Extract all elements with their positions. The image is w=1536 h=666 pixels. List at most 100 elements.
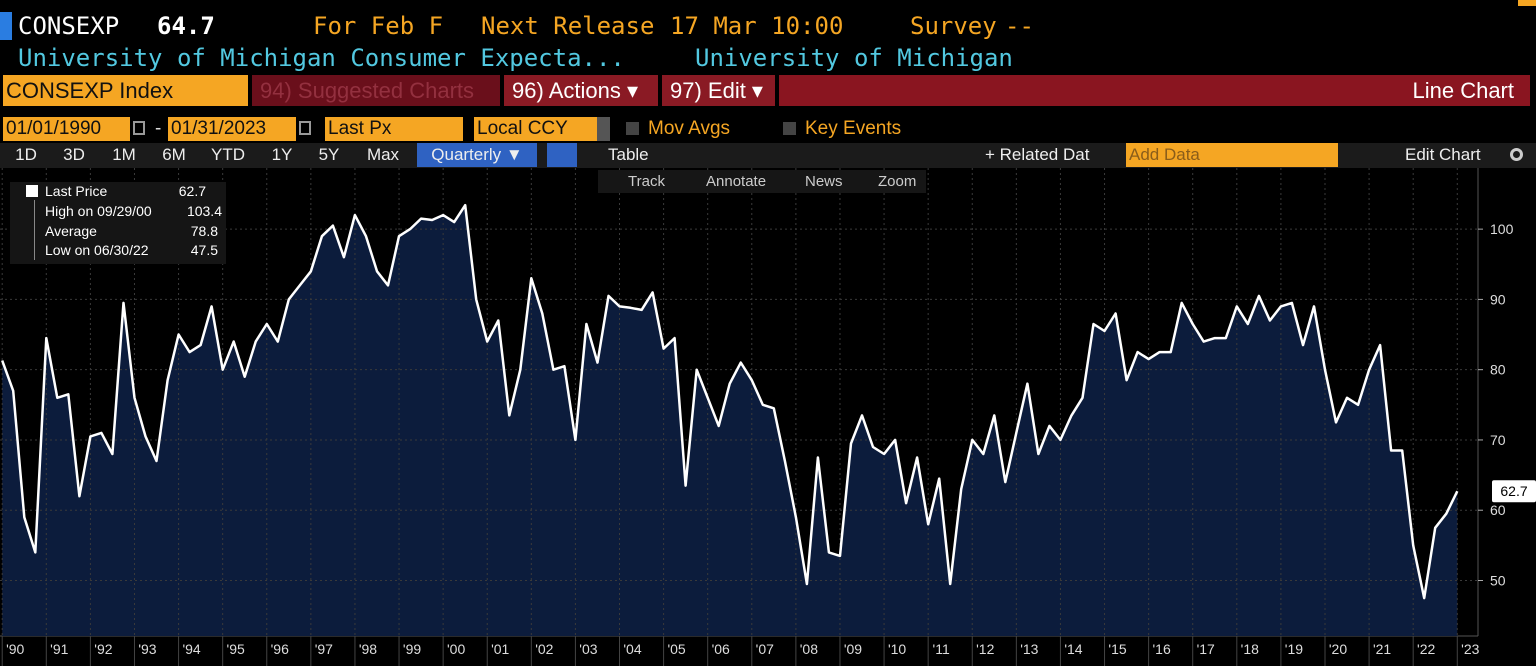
field-select[interactable]: Last Px xyxy=(325,117,463,141)
add-data-input[interactable]: Add Data xyxy=(1126,143,1338,167)
legend-value: 47.5 xyxy=(190,242,218,258)
edit-chart[interactable]: Edit Chart xyxy=(1405,145,1481,164)
period-button[interactable]: Max xyxy=(366,145,400,164)
x-tick-label: '17 xyxy=(1197,641,1215,657)
source: University of Michigan xyxy=(695,44,1013,72)
corner-tab xyxy=(1518,0,1536,6)
suggested-charts[interactable]: 94) Suggested Charts xyxy=(252,75,500,106)
period-button[interactable]: 1Y xyxy=(271,145,293,164)
date-separator: - xyxy=(155,118,162,139)
end-date[interactable]: 01/31/2023 xyxy=(168,117,296,141)
settings-icon[interactable] xyxy=(1510,148,1523,161)
y-tick-label: 50 xyxy=(1490,572,1506,588)
x-tick-label: '04 xyxy=(623,641,641,657)
release-date: 17 Mar 10:00 xyxy=(670,12,844,40)
last-value-label: 62.7 xyxy=(1500,483,1527,499)
mov-avgs[interactable]: Mov Avgs xyxy=(648,118,731,139)
calendar-icon[interactable] xyxy=(299,121,311,135)
x-tick-label: '03 xyxy=(579,641,597,657)
x-tick-label: '08 xyxy=(800,641,818,657)
legend-value: 78.8 xyxy=(190,223,218,239)
x-tick-label: '16 xyxy=(1152,641,1170,657)
x-tick-label: '22 xyxy=(1417,641,1435,657)
x-tick-label: '23 xyxy=(1461,641,1479,657)
legend: Last Price 62.7 High on 09/29/00 103.4 A… xyxy=(10,182,226,264)
frequency-select[interactable]: Quarterly ▼ xyxy=(417,143,537,167)
x-tick-label: '20 xyxy=(1329,641,1347,657)
survey-label: Survey xyxy=(910,12,997,40)
release-label: Next Release xyxy=(481,12,655,40)
x-tick-label: '93 xyxy=(138,641,156,657)
legend-swatch xyxy=(26,185,38,197)
y-tick-label: 70 xyxy=(1490,432,1506,448)
x-tick-label: '07 xyxy=(756,641,774,657)
x-tick-label: '06 xyxy=(712,641,730,657)
x-tick-label: '90 xyxy=(6,641,24,657)
last-value-tag xyxy=(1492,480,1536,503)
period-button[interactable]: YTD xyxy=(211,145,245,164)
legend-value: 62.7 xyxy=(178,183,206,199)
x-tick-label: '01 xyxy=(491,641,509,657)
legend-label: Average xyxy=(45,223,97,239)
x-tick-label: '10 xyxy=(888,641,906,657)
checkbox[interactable] xyxy=(626,122,639,135)
survey-value: -- xyxy=(1005,12,1034,40)
chart: 62.7 50 60 70 80 90 100 '90 '91 '92 '93 '94 '95 '96 '9… xyxy=(0,168,1536,666)
key-events[interactable]: Key Events xyxy=(805,118,902,139)
legend-label: Low on 06/30/22 xyxy=(45,242,149,258)
x-tick-label: '21 xyxy=(1373,641,1391,657)
period-button[interactable]: 1D xyxy=(15,145,37,164)
period: For Feb F xyxy=(313,12,444,40)
chart-tools xyxy=(598,170,926,193)
security-input[interactable]: CONSEXP Index xyxy=(3,75,248,106)
x-axis-strip xyxy=(0,636,1536,666)
x-tick-label: '92 xyxy=(94,641,112,657)
currency-select[interactable]: Local CCY xyxy=(474,117,597,141)
line xyxy=(1,203,1459,600)
x-tick-label: '97 xyxy=(315,641,333,657)
area xyxy=(2,205,1458,636)
x-tick-label: '11 xyxy=(933,641,950,657)
period-button[interactable]: 3D xyxy=(63,145,85,164)
edit-menu[interactable]: 97) Edit ▾ xyxy=(662,75,775,106)
x-tick-label: '09 xyxy=(844,641,862,657)
x-tick-label: '96 xyxy=(271,641,289,657)
x-tick-label: '18 xyxy=(1241,641,1259,657)
chart-tool[interactable]: Track xyxy=(628,173,665,190)
marker xyxy=(0,12,12,40)
period-button[interactable]: 1M xyxy=(112,145,136,164)
y-axis-strip xyxy=(1478,168,1536,636)
related-data[interactable]: + Related Dat xyxy=(985,145,1090,164)
dropdown-arrow[interactable] xyxy=(597,117,610,141)
chart-tool[interactable]: Annotate xyxy=(706,173,767,190)
checkbox[interactable] xyxy=(783,122,796,135)
x-tick-label: '98 xyxy=(359,641,377,657)
legend-label: High on 09/29/00 xyxy=(45,203,152,219)
calendar-icon[interactable] xyxy=(133,121,145,135)
x-tick-label: '02 xyxy=(535,641,553,657)
x-tick-label: '15 xyxy=(1108,641,1126,657)
chart-tool[interactable]: News xyxy=(805,173,843,190)
period-button[interactable]: 6M xyxy=(162,145,186,164)
actions-menu[interactable]: 96) Actions ▾ xyxy=(504,75,658,106)
x-tick-label: '91 xyxy=(50,641,68,657)
chart-type: Line Chart xyxy=(779,75,1530,106)
x-tick-label: '12 xyxy=(976,641,994,657)
x-tick-label: '14 xyxy=(1064,641,1082,657)
chart-icon-button[interactable] xyxy=(547,143,577,167)
y-tick-label: 100 xyxy=(1490,221,1514,237)
start-date[interactable]: 01/01/1990 xyxy=(3,117,130,141)
x-tick-label: '00 xyxy=(447,641,465,657)
x-tick-label: '13 xyxy=(1020,641,1038,657)
legend-value: 103.4 xyxy=(186,203,222,219)
ticker: CONSEXP xyxy=(18,12,120,40)
legend-connector xyxy=(34,200,35,260)
y-tick-label: 90 xyxy=(1490,291,1506,307)
table-button[interactable]: Table xyxy=(608,145,649,164)
y-tick-label: 80 xyxy=(1490,362,1506,378)
period-button[interactable]: 5Y xyxy=(318,145,340,164)
chart-tool[interactable]: Zoom xyxy=(878,173,917,190)
x-tick-label: '19 xyxy=(1285,641,1303,657)
x-tick-label: '94 xyxy=(182,641,200,657)
